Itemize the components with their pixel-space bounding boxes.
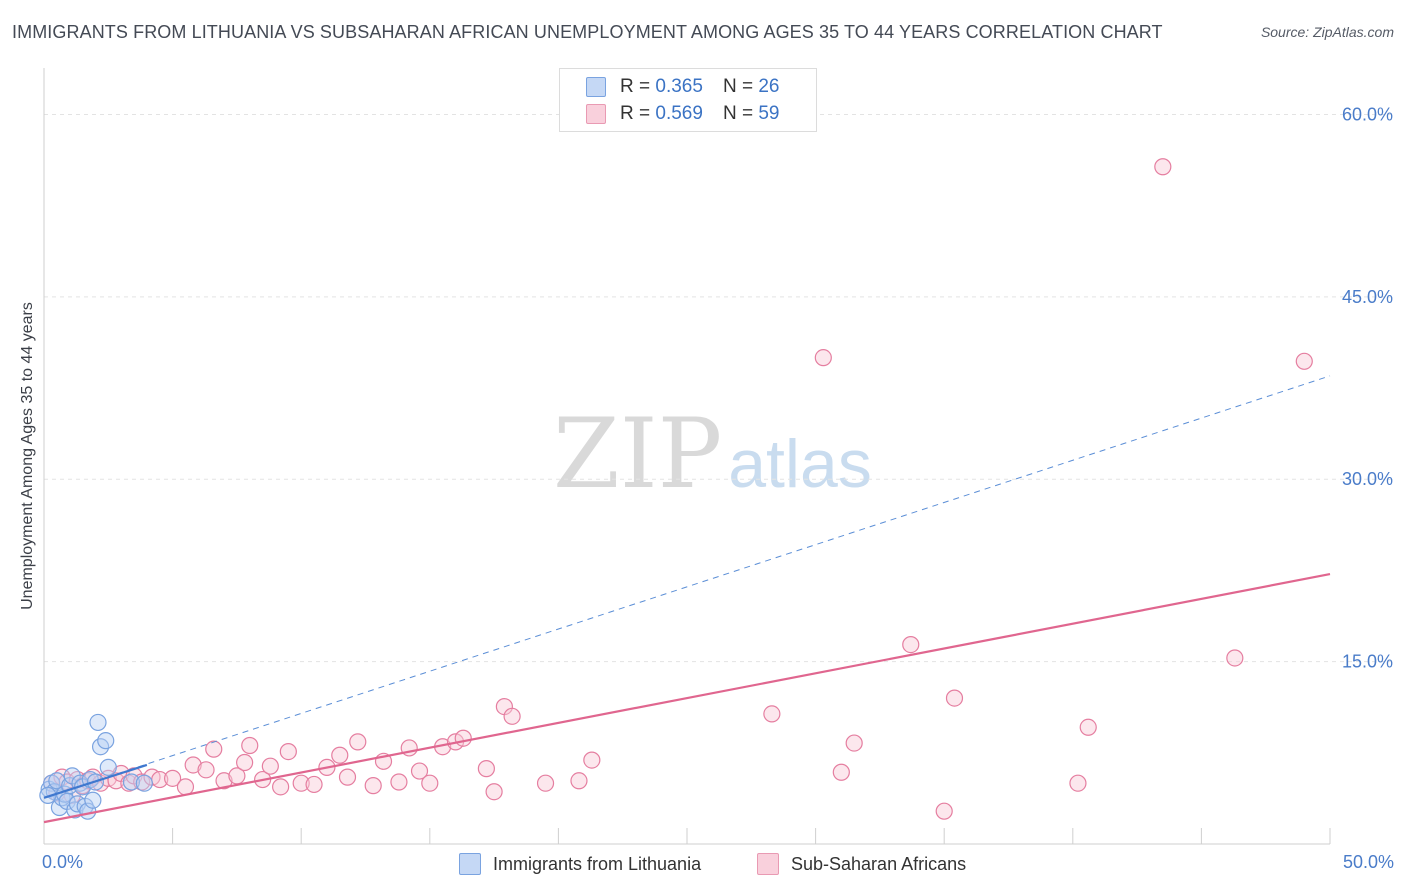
subsaharan-point xyxy=(1154,158,1172,176)
lithuania-point xyxy=(39,786,57,804)
y-tick-label: 15.0% xyxy=(1342,652,1393,672)
lithuania-point xyxy=(61,777,79,795)
subsaharan-point xyxy=(1069,774,1087,792)
subsaharan-point xyxy=(935,802,953,820)
subsaharan-point xyxy=(241,736,259,755)
legend-r-label: R = xyxy=(620,76,651,97)
subsaharan-point xyxy=(845,734,863,752)
series-swatch-lithuania xyxy=(459,853,481,875)
subsaharan-point xyxy=(205,740,223,758)
subsaharan-point xyxy=(485,783,503,801)
legend-row-subsaharan: R = 0.569 N = 59 xyxy=(586,102,779,126)
series-legend-label: Immigrants from Lithuania xyxy=(493,853,702,874)
lithuania-trend-extension xyxy=(43,375,1331,799)
lithuania-point xyxy=(135,774,153,792)
subsaharan-point xyxy=(454,729,472,747)
lithuania-trendline xyxy=(43,763,148,799)
subsaharan-point xyxy=(503,707,521,725)
subsaharan-point xyxy=(349,733,367,751)
subsaharan-point xyxy=(421,774,439,792)
subsaharan-point xyxy=(570,772,588,790)
legend-r-value: 0.569 xyxy=(655,103,703,124)
legend-r-label: R = xyxy=(620,103,651,124)
subsaharan-point xyxy=(184,756,202,774)
subsaharan-point xyxy=(305,775,323,794)
series-legend-subsaharan: Sub-Saharan Africans xyxy=(757,852,966,876)
lithuania-point xyxy=(89,713,107,732)
series-swatch-subsaharan xyxy=(757,853,779,875)
legend-swatch-lithuania xyxy=(586,77,606,97)
x-tick-label-max: 50.0% xyxy=(1342,852,1394,872)
series-legend-label: Sub-Saharan Africans xyxy=(791,853,967,874)
watermark: ZIPatlas xyxy=(553,398,872,510)
y-tick-label: 30.0% xyxy=(1342,469,1393,489)
lithuania-point xyxy=(97,732,115,750)
subsaharan-point xyxy=(261,757,279,775)
subsaharan-point xyxy=(477,760,495,778)
subsaharan-point xyxy=(279,742,297,761)
legend-n-label: N = xyxy=(722,76,754,97)
legend-swatch-subsaharan xyxy=(586,104,606,124)
subsaharan-point xyxy=(331,746,349,764)
legend-n-value: 26 xyxy=(758,76,780,97)
subsaharan-point xyxy=(583,751,601,769)
chart-title: IMMIGRANTS FROM LITHUANIA VS SUBSAHARAN … xyxy=(12,22,1163,42)
source-label: Source: ZipAtlas.com xyxy=(1260,24,1394,40)
subsaharan-point xyxy=(292,774,310,792)
subsaharan-point xyxy=(176,778,195,796)
subsaharan-point xyxy=(390,773,408,791)
y-tick-label: 45.0% xyxy=(1342,287,1393,307)
subsaharan-point xyxy=(832,763,850,781)
subsaharan-point xyxy=(410,762,429,780)
legend-n-label: N = xyxy=(722,103,754,124)
lithuania-point xyxy=(99,758,117,777)
lithuania-point xyxy=(48,772,66,790)
subsaharan-point xyxy=(1295,352,1313,370)
subsaharan-point xyxy=(945,689,964,707)
lithuania-point xyxy=(122,773,141,791)
correlation-legend: R = 0.365 N = 26 R = 0.569 N = 59 xyxy=(559,68,817,132)
subsaharan-point xyxy=(236,753,254,772)
subsaharan-point xyxy=(1079,718,1097,736)
subsaharan-point xyxy=(164,769,182,787)
legend-r-value: 0.365 xyxy=(655,76,703,97)
subsaharan-point xyxy=(272,778,290,796)
subsaharan-point xyxy=(197,761,215,779)
series-legend-lithuania: Immigrants from Lithuania xyxy=(459,852,701,876)
subsaharan-point xyxy=(1226,649,1244,667)
watermark-atlas: atlas xyxy=(728,426,872,502)
subsaharan-point xyxy=(763,705,781,723)
x-tick-label-min: 0.0% xyxy=(42,852,84,872)
subsaharan-point xyxy=(215,772,233,790)
lithuania-point xyxy=(84,791,102,809)
legend-n-value: 59 xyxy=(758,103,780,124)
subsaharan-point xyxy=(364,777,382,795)
subsaharan-point xyxy=(902,635,920,654)
y-tick-label: 60.0% xyxy=(1342,104,1393,124)
legend-row-lithuania: R = 0.365 N = 26 xyxy=(586,75,779,99)
watermark-zip: ZIP xyxy=(553,398,723,510)
subsaharan-point xyxy=(338,768,357,786)
subsaharan-point xyxy=(536,774,555,792)
subsaharan-point xyxy=(814,349,832,367)
subsaharan-trendline xyxy=(43,572,1331,824)
